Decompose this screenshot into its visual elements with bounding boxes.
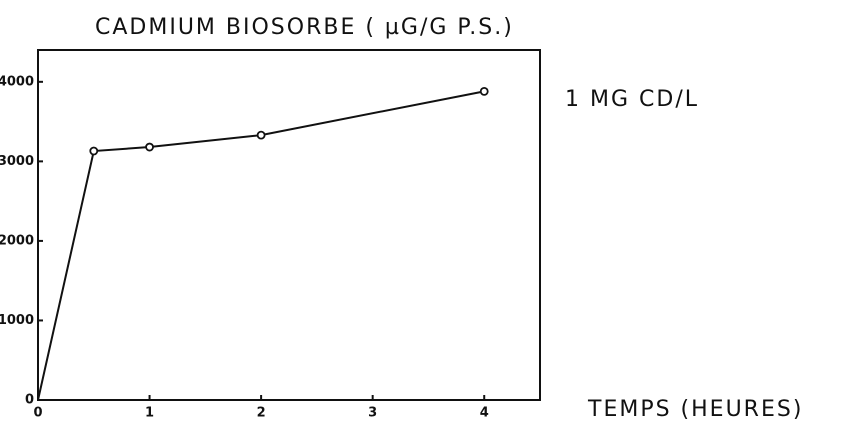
x-tick-label: 2 bbox=[257, 406, 266, 421]
annotation: 1 MG CD/L bbox=[565, 87, 699, 112]
x-tick-label: 0 bbox=[33, 406, 42, 421]
y-tick-label: 0 bbox=[25, 393, 34, 408]
x-tick-label: 4 bbox=[480, 406, 489, 421]
data-point bbox=[256, 130, 266, 140]
data-point bbox=[479, 86, 489, 96]
plot-frame bbox=[37, 49, 541, 401]
x-tick-label: 1 bbox=[145, 406, 154, 421]
y-tick-label: 2000 bbox=[0, 233, 34, 248]
chart-title: CADMIUM BIOSORBE ( µG/G P.S.) bbox=[95, 15, 514, 40]
y-tick-label: 1000 bbox=[0, 313, 34, 328]
y-tick-label: 3000 bbox=[0, 154, 34, 169]
x-axis-label: TEMPS (HEURES) bbox=[587, 397, 803, 422]
data-point bbox=[89, 146, 99, 156]
data-point bbox=[145, 142, 154, 152]
x-tick-label: 3 bbox=[368, 406, 377, 421]
y-tick-label: 4000 bbox=[0, 74, 34, 89]
